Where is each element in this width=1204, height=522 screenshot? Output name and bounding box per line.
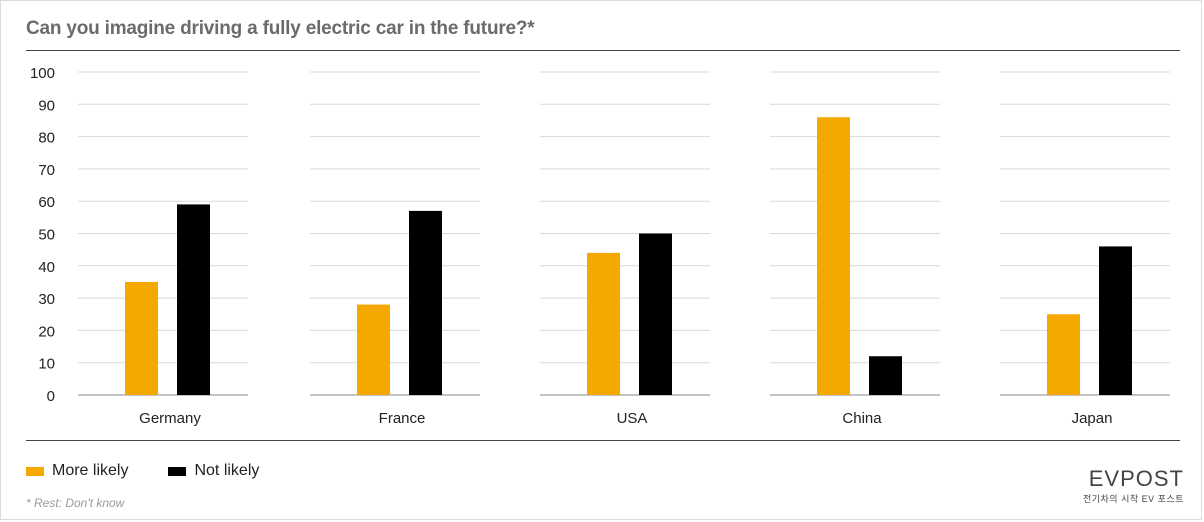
x-tick-label: Germany	[139, 410, 201, 427]
y-tick-label: 40	[38, 259, 55, 276]
title-rule	[26, 50, 1180, 51]
legend: More likely Not likely	[26, 462, 299, 480]
y-tick-label: 50	[38, 227, 55, 244]
y-tick-label: 60	[38, 194, 55, 211]
bar-chart: 0 10 20 30 40 50 60 70 80 90 100 Germany France USA Ch…	[30, 65, 1170, 427]
y-tick-label: 20	[38, 323, 55, 340]
evpost-logo: EVPOST	[1088, 466, 1184, 491]
y-tick-label: 70	[38, 162, 55, 179]
evpost-tagline: 전기차의 시작 EV 포스트	[1082, 494, 1184, 504]
y-tick-label: 0	[47, 388, 55, 405]
bar-not-likely-france	[409, 210, 442, 395]
x-tick-label: France	[379, 410, 426, 427]
bar-more-likely-germany	[125, 281, 158, 395]
x-tick-label: USA	[617, 410, 648, 427]
legend-item-not-likely: Not likely	[168, 462, 259, 480]
bar-more-likely-china	[817, 117, 850, 395]
legend-label-more-likely: More likely	[52, 462, 129, 479]
x-tick-label: China	[842, 410, 882, 427]
legend-item-more-likely: More likely	[26, 462, 128, 480]
bottom-rule	[26, 440, 1180, 441]
y-tick-label: 80	[38, 130, 55, 147]
y-tick-label: 100	[30, 65, 55, 82]
legend-swatch-more-likely	[26, 466, 44, 476]
footnote: * Rest: Don't know	[26, 496, 125, 510]
bar-not-likely-japan	[1099, 246, 1132, 395]
bar-more-likely-japan	[1047, 314, 1080, 395]
y-tick-label: 10	[38, 356, 55, 373]
x-tick-label: Japan	[1072, 410, 1113, 427]
bar-not-likely-usa	[639, 233, 672, 395]
bar-more-likely-usa	[587, 252, 620, 395]
bar-not-likely-china	[869, 356, 902, 395]
legend-label-not-likely: Not likely	[194, 462, 260, 479]
y-tick-label: 30	[38, 291, 55, 308]
legend-swatch-not-likely	[168, 466, 187, 476]
brand: EVPOST 전기차의 시작 EV 포스트	[1083, 468, 1184, 505]
y-tick-label: 90	[38, 97, 55, 114]
chart-title: Can you imagine driving a fully electric…	[26, 18, 535, 39]
bar-not-likely-germany	[177, 204, 210, 395]
bar-more-likely-france	[357, 304, 390, 395]
